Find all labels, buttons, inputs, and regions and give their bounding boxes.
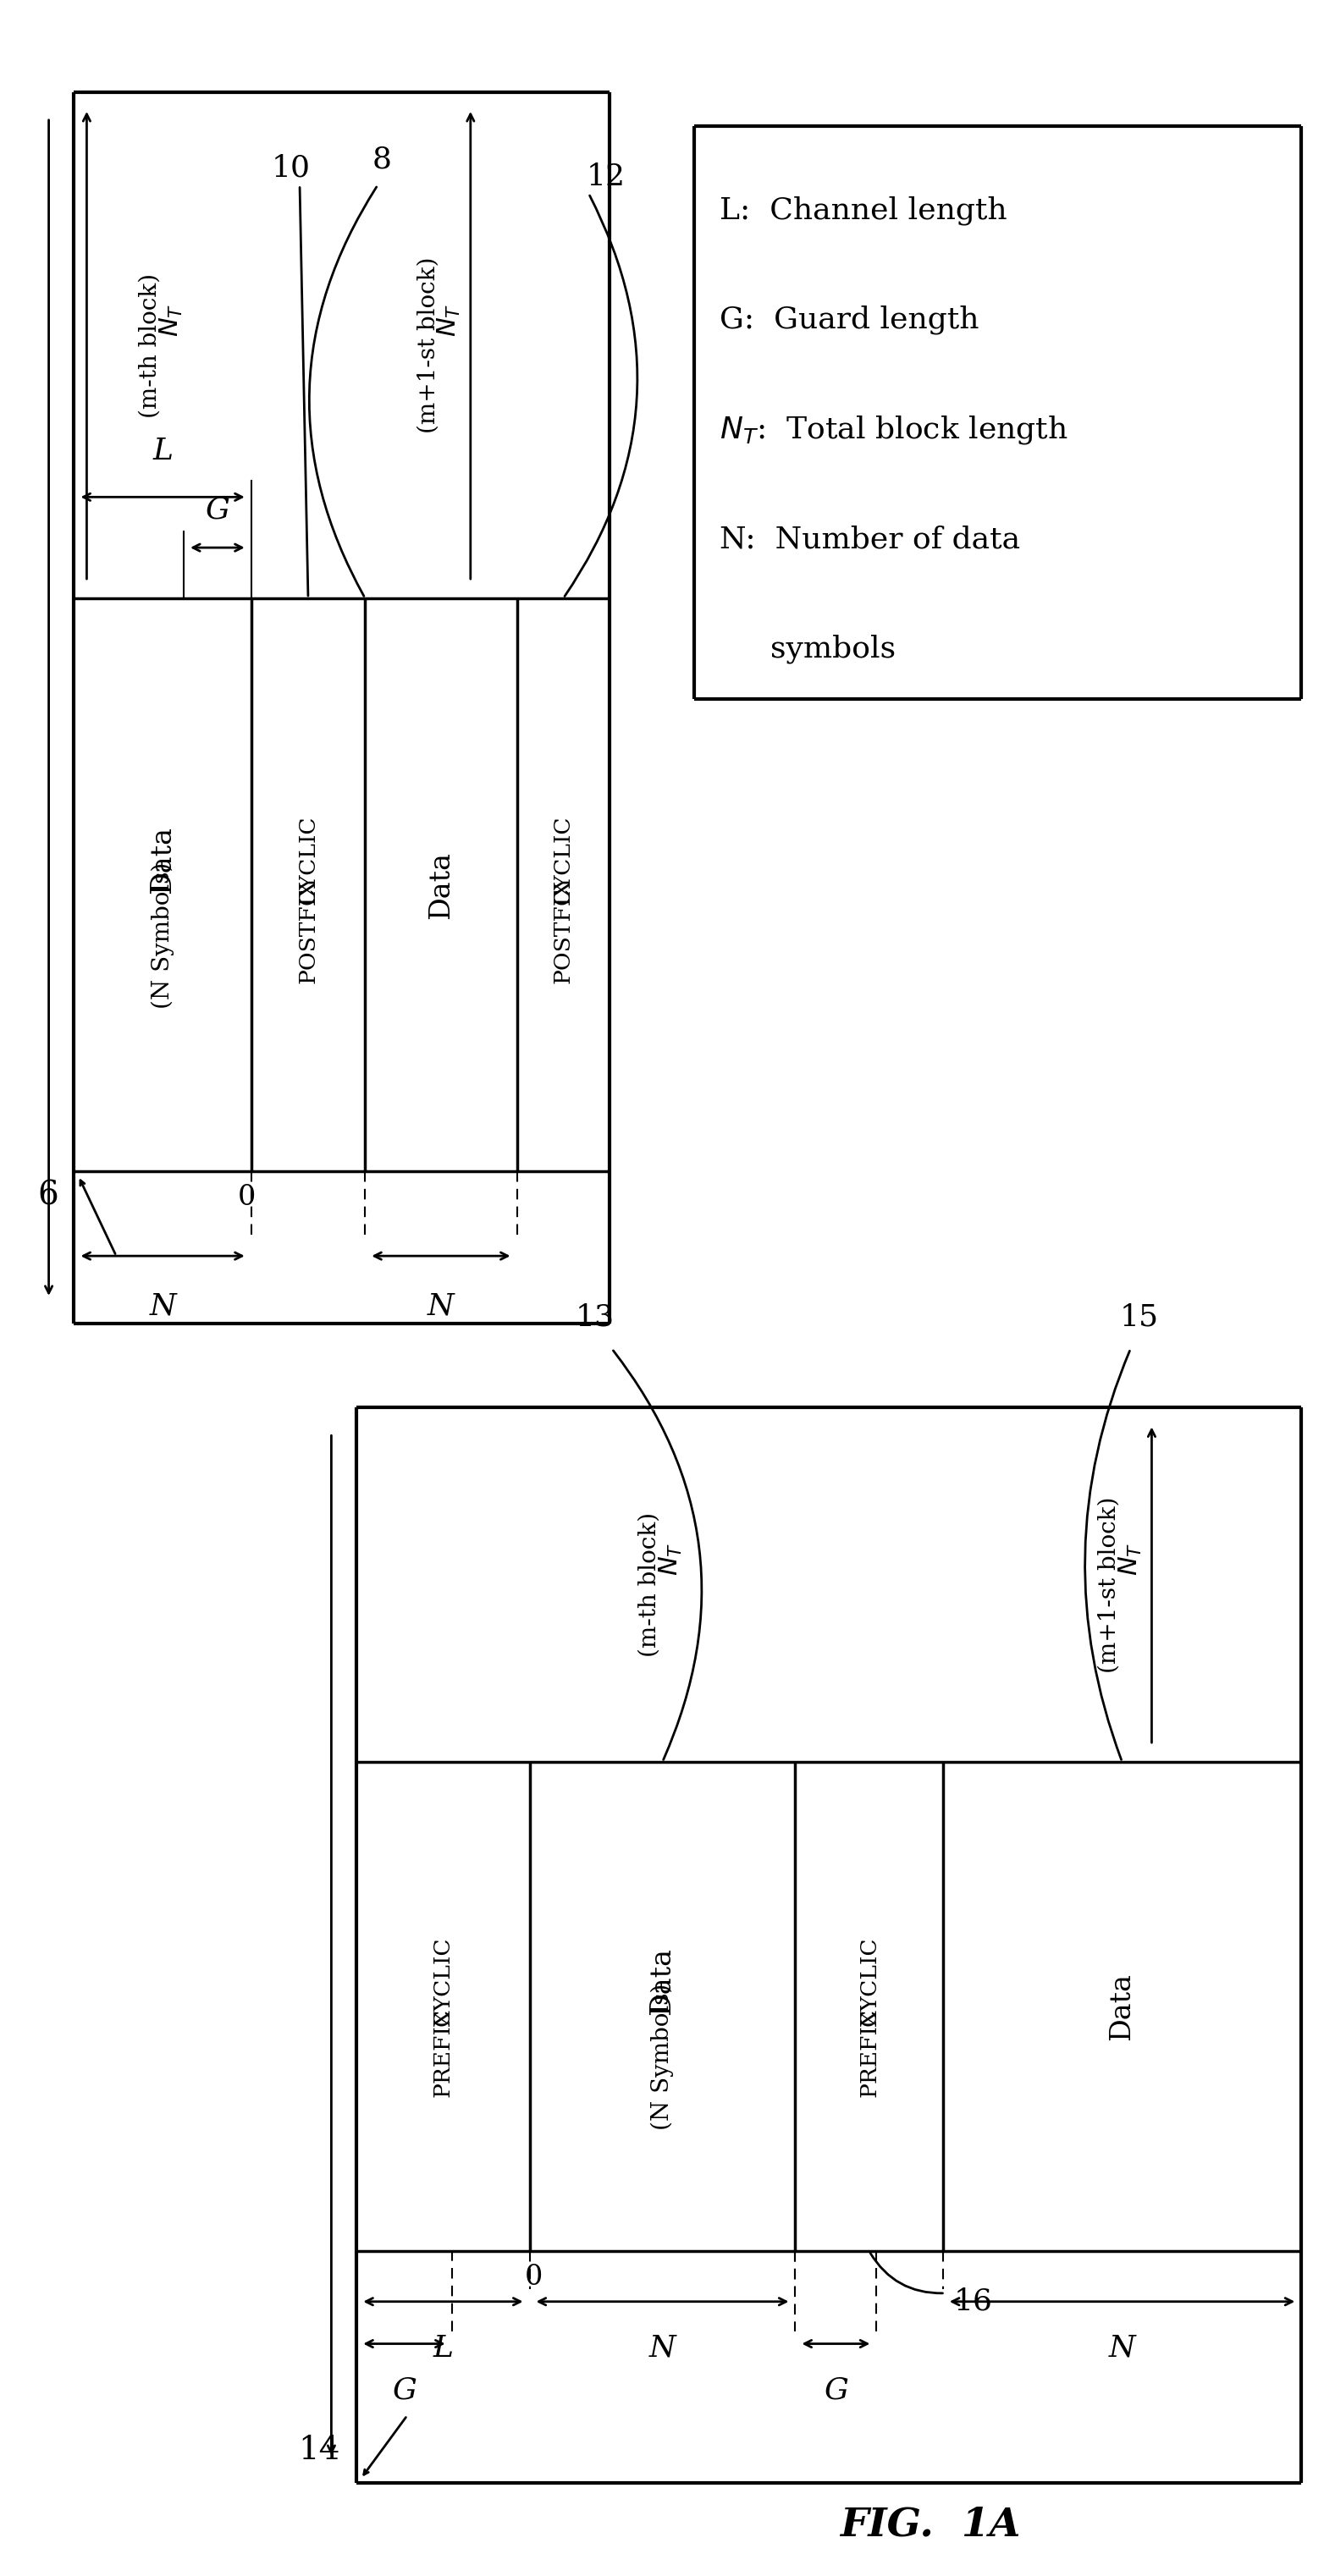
Text: $N_T$: $N_T$ (1117, 1543, 1144, 1577)
Text: 14: 14 (298, 2434, 340, 2465)
Text: (N Symbols): (N Symbols) (651, 1984, 674, 2130)
Text: $N_T$: $N_T$ (658, 1543, 685, 1577)
Text: 16: 16 (953, 2287, 992, 2316)
Text: N:  Number of data: N: Number of data (719, 526, 1019, 554)
Text: 13: 13 (576, 1303, 614, 1332)
Text: POSTFIX: POSTFIX (552, 878, 573, 984)
Text: (m-th block): (m-th block) (638, 1512, 661, 1656)
Text: L: L (152, 435, 173, 466)
Text: Data: Data (428, 850, 454, 920)
Text: Data: Data (150, 827, 176, 894)
Text: CYCLIC: CYCLIC (298, 814, 319, 904)
Text: G:  Guard length: G: Guard length (719, 307, 978, 335)
Text: Data: Data (649, 1947, 677, 2014)
Text: CYCLIC: CYCLIC (552, 814, 573, 904)
Text: $N_T$:  Total block length: $N_T$: Total block length (719, 415, 1068, 446)
Text: PREFIX: PREFIX (858, 2009, 879, 2097)
Text: 15: 15 (1120, 1303, 1158, 1332)
Text: (m+1-st block): (m+1-st block) (417, 258, 440, 433)
Text: N: N (150, 1293, 176, 1321)
Text: PREFIX: PREFIX (433, 2009, 454, 2097)
Text: 10: 10 (271, 155, 311, 183)
Text: 0: 0 (524, 2264, 543, 2290)
Text: 0: 0 (238, 1185, 256, 1211)
Text: 12: 12 (587, 162, 625, 191)
Text: N: N (649, 2334, 675, 2362)
Text: 6: 6 (38, 1180, 58, 1211)
Text: POSTFIX: POSTFIX (298, 878, 319, 984)
Text: N: N (428, 1293, 454, 1321)
Text: (N Symbols): (N Symbols) (151, 863, 175, 1010)
Text: CYCLIC: CYCLIC (858, 1937, 879, 2025)
Text: G: G (205, 495, 229, 523)
Text: N: N (1108, 2334, 1136, 2362)
Text: (m-th block): (m-th block) (139, 273, 162, 417)
Text: (m+1-st block): (m+1-st block) (1098, 1497, 1121, 1672)
Text: G: G (824, 2375, 849, 2403)
Text: L: L (433, 2334, 453, 2362)
Text: FIG.  1A: FIG. 1A (839, 2506, 1021, 2545)
Text: symbols: symbols (771, 634, 895, 665)
Text: CYCLIC: CYCLIC (433, 1937, 454, 2025)
Text: 8: 8 (372, 144, 392, 175)
Text: $N_T$: $N_T$ (437, 304, 462, 337)
Text: G: G (392, 2375, 417, 2403)
Text: L:  Channel length: L: Channel length (719, 196, 1006, 224)
Text: $N_T$: $N_T$ (158, 304, 184, 337)
Text: Data: Data (1108, 1973, 1136, 2040)
